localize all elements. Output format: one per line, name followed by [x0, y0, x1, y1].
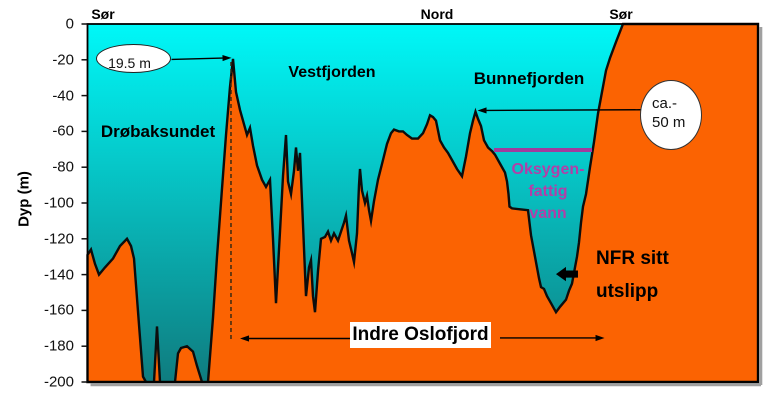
region-label-vestfjorden: Vestfjorden	[288, 64, 376, 81]
nfr-outfall-line1: NFR sitt	[596, 248, 669, 269]
direction-label-sor-left: Sør	[91, 6, 115, 22]
oxygen-label-line2: fattig	[528, 183, 568, 200]
nfr-outfall-line2: utslipp	[596, 281, 659, 302]
y-tick-label: -140	[43, 266, 74, 284]
direction-label-nord: Nord	[420, 6, 454, 22]
oxygen-label-line3: vann	[529, 205, 567, 222]
span-right-arrow-head	[595, 334, 605, 342]
sill-depth-value: 19.5 m	[108, 54, 151, 71]
sill-callout-arrow-shaft	[171, 57, 223, 61]
outfall-block-arrow	[555, 266, 578, 282]
sill-callout-arrow-head	[222, 54, 232, 62]
y-tick-label: -60	[52, 122, 74, 140]
sill-depth-callout: 19.5 m	[96, 44, 171, 73]
y-tick-label: -180	[43, 337, 74, 355]
y-tick-label: -40	[52, 87, 74, 105]
oxygen-label-line1: Oksygen-	[511, 161, 585, 178]
depth-50m-callout: ca.- 50 m	[640, 80, 702, 150]
depth50-callout-arrow-shaft	[486, 109, 641, 112]
nfr-outfall-label: NFR sitt utslipp	[596, 242, 669, 308]
span-left-arrow-head	[240, 335, 250, 342]
depth-50m-line1: ca.-	[652, 95, 678, 112]
region-label-bunnefjorden: Bunnefjorden	[473, 69, 585, 88]
y-tick-label: -200	[43, 373, 74, 391]
y-tick-label: 0	[65, 15, 74, 33]
y-tick-label: -100	[43, 194, 74, 212]
indre-oslofjord-text: Indre Oslofjord	[352, 324, 489, 345]
y-tick-label: -160	[43, 301, 74, 319]
region-label-drobaksundet: Drøbaksundet	[100, 122, 216, 141]
y-tick-label: -120	[43, 230, 74, 248]
y-tick-label: -20	[52, 51, 74, 69]
depth-50m-line2: 50 m	[652, 114, 686, 131]
oxygen-poor-water-label: Oksygen- fattig vann	[512, 159, 585, 225]
y-tick-label: -80	[52, 158, 74, 176]
indre-oslofjord-span-label: Indre Oslofjord	[350, 322, 491, 348]
depth50-callout-arrow-head	[477, 107, 487, 114]
direction-label-sor-right: Sør	[609, 6, 633, 22]
y-axis-title: Dyp (m)	[15, 171, 33, 227]
seafloor-profile-area	[86, 22, 760, 384]
